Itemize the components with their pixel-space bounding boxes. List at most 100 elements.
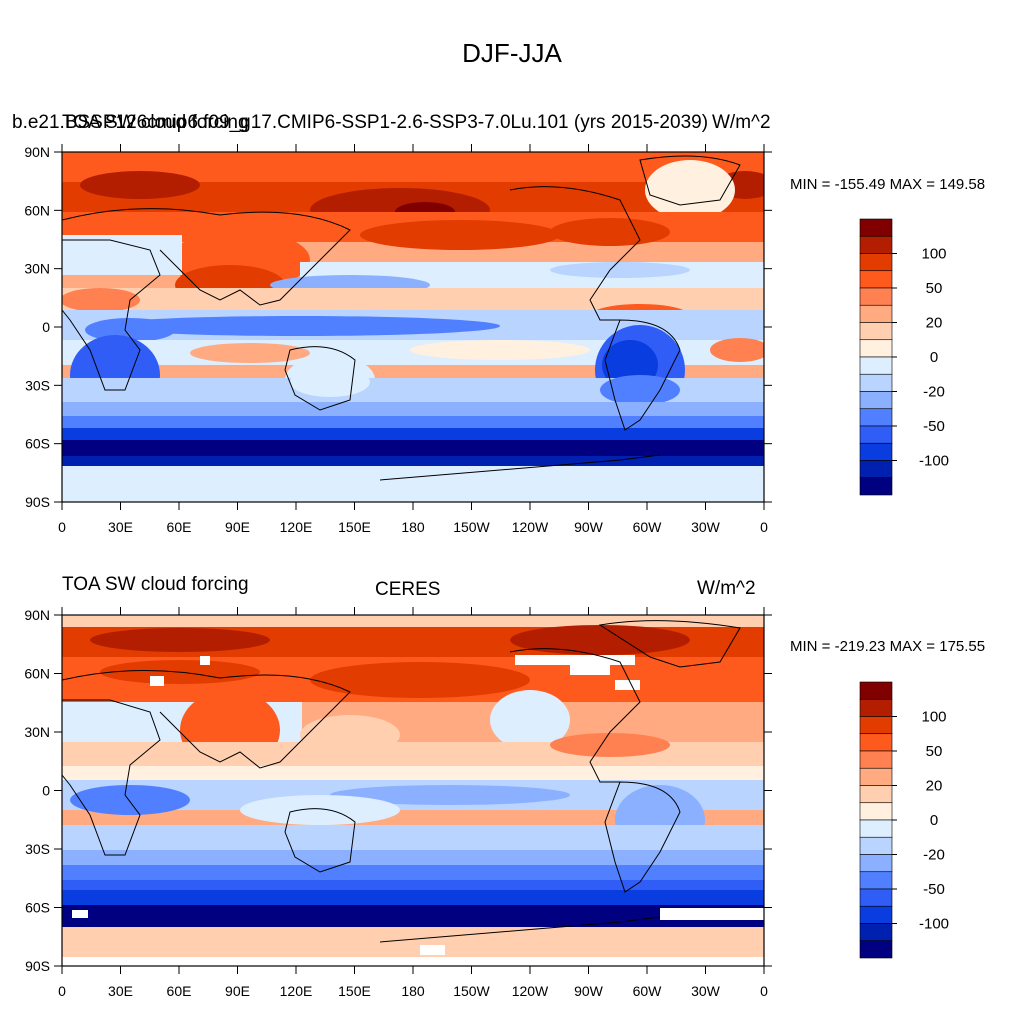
figure-title: DJF-JJA — [462, 38, 562, 68]
lon-tick-label: 0 — [760, 519, 768, 535]
lon-tick-label: 90W — [574, 519, 604, 535]
lat-tick-label: 90S — [25, 958, 50, 974]
colorbar-label: -100 — [919, 916, 949, 933]
colorbar-swatch — [859, 339, 893, 358]
colorbar-swatch — [859, 356, 893, 375]
colorbar-swatch — [859, 408, 893, 427]
panel2-coastlines — [62, 620, 741, 943]
panel2-min-max: MIN = -219.23 MAX = 175.55 — [790, 638, 986, 655]
colorbar-swatch — [859, 287, 893, 306]
colorbar-label: 50 — [926, 743, 943, 760]
colorbar-swatch — [859, 733, 893, 752]
lon-tick-label: 180 — [401, 983, 425, 999]
panel2-colorbar: 100 50 20 0 -20 -50 -100 — [859, 681, 949, 959]
colorbar-swatch — [859, 425, 893, 444]
colorbar-swatch — [859, 391, 893, 410]
colorbar-label: -100 — [919, 453, 949, 470]
colorbar-swatch — [859, 716, 893, 735]
colorbar-swatch — [859, 836, 893, 855]
lat-tick-label: 90S — [25, 494, 50, 510]
colorbar-label: -20 — [923, 384, 945, 401]
lat-tick-label: 30N — [24, 261, 50, 277]
lon-tick-label: 120E — [280, 983, 313, 999]
colorbar-label: 100 — [921, 246, 946, 263]
panel1-colorbar: 100 50 20 0 -20 -50 -100 — [859, 218, 949, 496]
lon-tick-label: 60E — [167, 519, 192, 535]
colorbar-label: 0 — [930, 812, 938, 829]
panel2-units-label: W/m^2 — [697, 578, 756, 599]
colorbar-label: -50 — [923, 418, 945, 435]
lat-tick-label: 0 — [42, 319, 50, 335]
colorbar-swatch — [859, 442, 893, 461]
colorbar-swatch — [859, 304, 893, 323]
panel2-variable-label: TOA SW cloud forcing — [62, 574, 249, 595]
colorbar-swatch — [859, 871, 893, 890]
lon-tick-label: 0 — [58, 519, 66, 535]
colorbar-swatch — [859, 698, 893, 717]
panel1-units-label: W/m^2 — [712, 112, 771, 133]
lon-tick-label: 90E — [225, 983, 250, 999]
panel1-axes: 90N 60N 30N 0 30S 60S 90S 0 30E 60E 90E 120E 150E 180… — [24, 144, 772, 535]
colorbar-swatch — [859, 218, 893, 237]
lon-tick-label: 90E — [225, 519, 250, 535]
lon-tick-label: 180 — [401, 519, 425, 535]
panel1-min-max: MIN = -155.49 MAX = 149.58 — [790, 176, 986, 193]
colorbar-swatch — [859, 681, 893, 700]
lon-tick-label: 120W — [512, 519, 549, 535]
colorbar-label: 0 — [930, 349, 938, 366]
colorbar-swatch — [859, 819, 893, 838]
panel2-axes: 90N 60N 30N 0 30S 60S 90S 0 30E 60E 90E 120E 150E 180… — [24, 607, 772, 999]
lat-tick-label: 60S — [25, 900, 50, 916]
colorbar-label: 20 — [926, 778, 943, 795]
lon-tick-label: 60W — [633, 519, 663, 535]
colorbar-swatch — [859, 235, 893, 254]
lon-tick-label: 60E — [167, 983, 192, 999]
colorbar-swatch — [859, 854, 893, 873]
lat-tick-label: 90N — [24, 607, 50, 623]
lon-tick-label: 0 — [760, 983, 768, 999]
lon-tick-label: 120W — [512, 983, 549, 999]
lat-tick-label: 30S — [25, 841, 50, 857]
lat-tick-label: 0 — [42, 783, 50, 799]
colorbar-swatch — [859, 750, 893, 769]
lon-tick-label: 150E — [338, 519, 371, 535]
lon-tick-label: 150W — [453, 983, 490, 999]
panel2-dataset-label: CERES — [375, 579, 441, 600]
colorbar-swatch — [859, 785, 893, 804]
colorbar-swatch — [859, 253, 893, 272]
colorbar-label: 20 — [926, 315, 943, 332]
colorbar-swatch — [859, 905, 893, 924]
panel1-map — [61, 151, 765, 503]
lon-tick-label: 30E — [108, 983, 133, 999]
lat-tick-label: 60S — [25, 436, 50, 452]
lon-tick-label: 150E — [338, 983, 371, 999]
colorbar-swatch — [859, 802, 893, 821]
lat-tick-label: 30S — [25, 377, 50, 393]
colorbar-swatch — [859, 923, 893, 942]
colorbar-label: 100 — [921, 709, 946, 726]
panel1-variable-label: TOA SW cloud forcing — [62, 112, 249, 133]
colorbar-swatch — [859, 888, 893, 907]
lat-tick-label: 60N — [24, 666, 50, 682]
lon-tick-label: 30W — [691, 519, 721, 535]
lon-tick-label: 90W — [574, 983, 604, 999]
lat-tick-label: 60N — [24, 202, 50, 218]
lon-tick-label: 30E — [108, 519, 133, 535]
lon-tick-label: 150W — [453, 519, 490, 535]
panel1-coastlines — [62, 155, 741, 481]
colorbar-swatch — [859, 270, 893, 289]
panel2-map — [61, 614, 765, 967]
lon-tick-label: 120E — [280, 519, 313, 535]
lat-tick-label: 30N — [24, 724, 50, 740]
colorbar-label: 50 — [926, 280, 943, 297]
lat-tick-label: 90N — [24, 144, 50, 160]
colorbar-swatch — [859, 940, 893, 959]
colorbar-swatch — [859, 767, 893, 786]
colorbar-swatch — [859, 460, 893, 479]
lon-tick-label: 30W — [691, 983, 721, 999]
colorbar-swatch — [859, 477, 893, 496]
panel2-missing-data — [72, 655, 764, 955]
lon-tick-label: 60W — [633, 983, 663, 999]
colorbar-swatch — [859, 373, 893, 392]
